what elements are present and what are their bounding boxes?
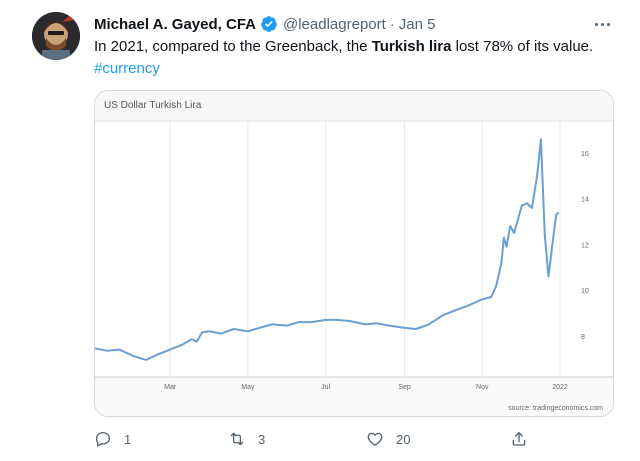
reply-count: 1 xyxy=(124,431,132,447)
share-icon xyxy=(512,431,526,446)
tweet-date[interactable]: Jan 5 xyxy=(398,15,436,33)
x-tick-labels: Mar May Jul Sep Nov 2022 xyxy=(164,384,568,391)
chart-card[interactable]: 8 10 12 14 16 Mar May Jul Sep Nov 2022 US Dollar … xyxy=(94,90,614,417)
retweet-button[interactable]: 3 xyxy=(228,428,265,450)
separator-dot: · xyxy=(389,15,395,33)
retweet-icon xyxy=(230,432,244,446)
author-name[interactable]: Michael A. Gayed, CFA xyxy=(94,15,256,33)
tweet-text: In 2021, compared to the Greenback, the … xyxy=(94,36,624,80)
like-count: 20 xyxy=(396,431,411,447)
chart-source: source: tradingeconomics.com xyxy=(508,405,603,412)
x-tick-label: Jul xyxy=(321,384,330,391)
y-tick-label: 14 xyxy=(581,197,589,204)
x-tick-label: Sep xyxy=(398,384,411,391)
more-options-icon[interactable] xyxy=(590,14,614,34)
share-button[interactable] xyxy=(510,428,528,450)
tweet-text-part2: lost 78% of its value. xyxy=(451,38,594,55)
dot xyxy=(606,22,610,26)
dot xyxy=(600,22,604,26)
grid-lines xyxy=(169,121,561,377)
tweet-text-part1: In 2021, compared to the Greenback, the xyxy=(94,38,372,55)
x-tick-label: 2022 xyxy=(552,384,568,391)
action-bar: 1 3 20 xyxy=(94,428,624,450)
heart-icon xyxy=(367,432,383,446)
chart-footer-band xyxy=(95,377,613,416)
avatar[interactable] xyxy=(32,12,80,60)
y-tick-label: 10 xyxy=(581,288,589,295)
series-line-usdtry xyxy=(95,138,560,361)
chart-title: US Dollar Turkish Lira xyxy=(104,100,202,111)
retweet-count: 3 xyxy=(258,431,266,447)
chart-svg: 8 10 12 14 16 Mar May Jul Sep Nov 2022 xyxy=(95,91,613,416)
author-handle[interactable]: @leadlagreport xyxy=(283,15,386,33)
y-tick-label: 8 xyxy=(581,334,585,341)
x-tick-label: May xyxy=(241,384,255,391)
y-tick-labels: 8 10 12 14 16 xyxy=(581,151,589,341)
tweet-header: Michael A. Gayed, CFA @leadlagreport · J… xyxy=(94,13,436,35)
hashtag-link[interactable]: #currency xyxy=(94,60,160,77)
dot xyxy=(594,22,598,26)
verified-badge-icon xyxy=(261,16,277,32)
like-button[interactable]: 20 xyxy=(366,428,410,450)
x-tick-label: Mar xyxy=(164,384,177,391)
y-tick-label: 12 xyxy=(581,242,589,249)
reply-icon xyxy=(95,431,111,447)
x-tick-label: Nov xyxy=(476,384,489,391)
avatar-image xyxy=(32,12,80,60)
y-tick-label: 16 xyxy=(581,151,589,158)
tweet-text-bold: Turkish lira xyxy=(371,38,452,55)
reply-button[interactable]: 1 xyxy=(94,428,131,450)
chart-title-bar xyxy=(95,91,613,121)
